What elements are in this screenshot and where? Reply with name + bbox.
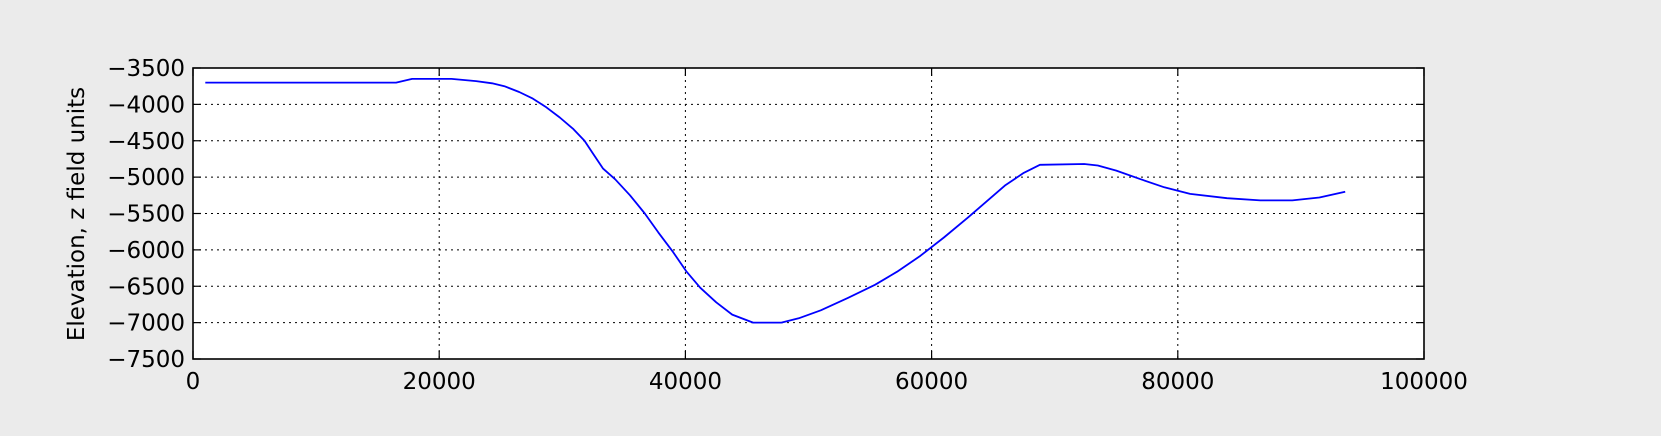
x-tick-label: 40000 [649,369,722,395]
y-tick-label: −4000 [107,92,185,118]
y-tick-label: −7000 [107,311,185,337]
elevation-series-line [205,78,1346,324]
x-tick-label: 0 [186,369,201,395]
y-axis-label: Elevation, z field units [64,87,90,341]
y-tick-label: −5500 [107,202,185,228]
grid-lines [193,68,1424,359]
x-tick-labels: 0 20000 40000 60000 80000 100000 [186,369,1468,395]
x-tick-label: 100000 [1380,369,1468,395]
x-tick-label: 80000 [1141,369,1214,395]
y-tick-label: −7500 [107,347,185,373]
y-tick-label: −3500 [107,56,185,82]
axis-ticks [192,67,1425,360]
x-tick-label: 60000 [895,369,968,395]
y-tick-label: −6500 [107,274,185,300]
y-tick-labels: −3500 −4000 −4500 −5000 −5500 −6000 −6500 −7000… [107,56,185,373]
y-tick-label: −4500 [107,129,185,155]
y-tick-label: −6000 [107,238,185,264]
y-tick-label: −5000 [107,165,185,191]
x-tick-label: 20000 [403,369,476,395]
